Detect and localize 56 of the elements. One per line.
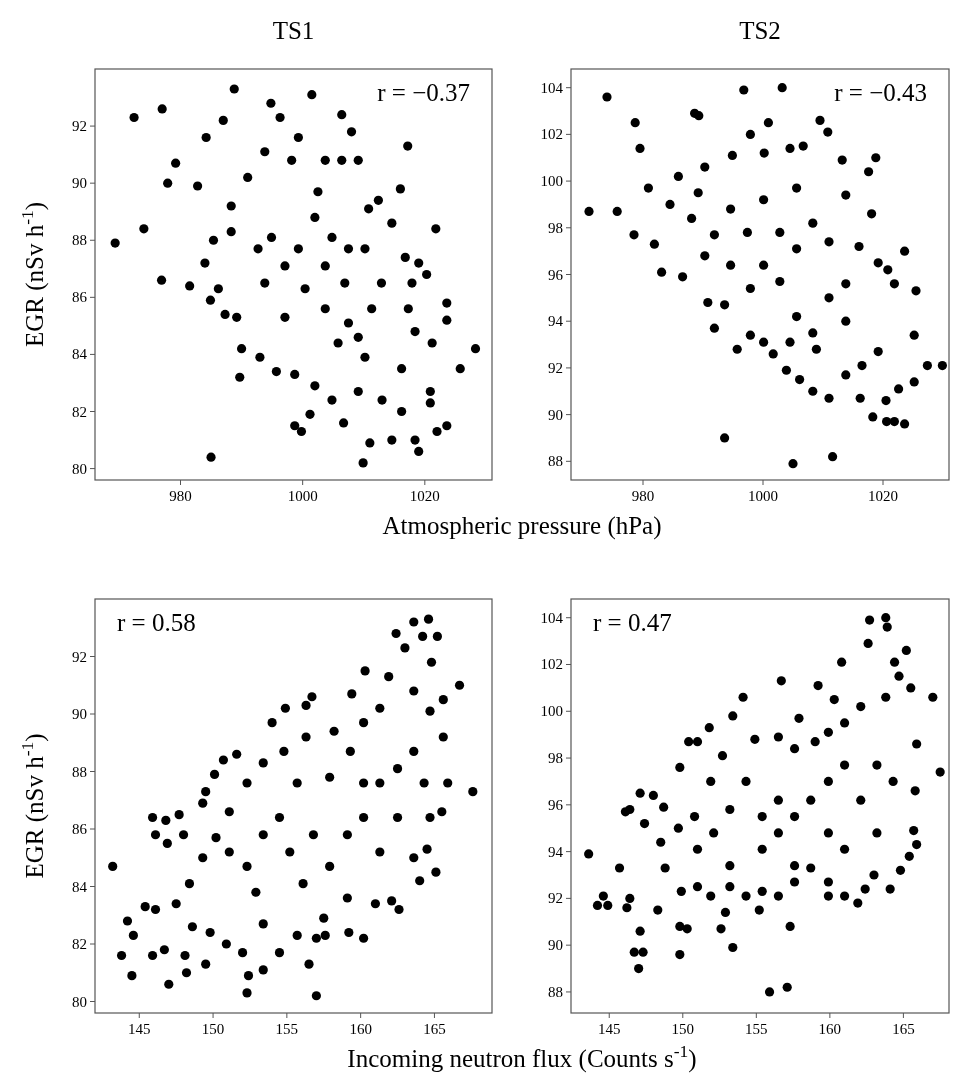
x-tick-label: 160 bbox=[818, 1021, 842, 1037]
y-tick-label: 88 bbox=[548, 983, 563, 1000]
y-tick-label: 102 bbox=[540, 126, 563, 143]
annotation: r = 0.47 bbox=[593, 609, 672, 636]
y-tick-label: 102 bbox=[540, 656, 563, 673]
y-tick-label: 94 bbox=[548, 313, 564, 330]
y-tick-label: 88 bbox=[72, 763, 87, 780]
y-tick-label: 88 bbox=[548, 453, 563, 470]
y-tick-label: 82 bbox=[72, 403, 87, 420]
y-tick-label: 90 bbox=[548, 937, 563, 954]
y-tick-label: 82 bbox=[72, 936, 87, 952]
x-tick-label: 1000 bbox=[287, 488, 318, 504]
y-tick-label: 84 bbox=[72, 346, 88, 363]
x-tick-label: 145 bbox=[597, 1021, 621, 1037]
y-tick-label: 80 bbox=[72, 993, 87, 1010]
y-tick-label: 88 bbox=[72, 232, 87, 249]
y-tick-label: 100 bbox=[540, 703, 563, 720]
y-tick-label: 80 bbox=[72, 460, 87, 477]
y-tick-label: 92 bbox=[548, 890, 563, 907]
y-tick-label: 90 bbox=[72, 175, 87, 192]
chart-title: TS1 bbox=[272, 17, 315, 44]
y-tick-label: 84 bbox=[72, 878, 88, 895]
x-tick-label: 980 bbox=[169, 488, 192, 504]
x-tick-label: 165 bbox=[423, 1021, 446, 1037]
y-tick-label: 86 bbox=[72, 821, 88, 837]
x-tick-label: 160 bbox=[349, 1021, 372, 1037]
x-tick-label: 155 bbox=[745, 1021, 768, 1037]
y-tick-label: 92 bbox=[72, 648, 87, 665]
chart-title: TS2 bbox=[739, 17, 781, 44]
x-tick-label: 155 bbox=[275, 1021, 299, 1037]
annotation: r = −0.43 bbox=[834, 79, 927, 106]
annotation: r = −0.37 bbox=[377, 79, 470, 106]
y-tick-label: 96 bbox=[548, 796, 564, 813]
x-tick-label: 1000 bbox=[748, 488, 778, 504]
y-tick-label: 90 bbox=[72, 706, 87, 722]
y-tick-label: 92 bbox=[548, 359, 563, 376]
x-tick-label: 150 bbox=[201, 1021, 225, 1037]
y-tick-label: 90 bbox=[548, 406, 563, 423]
x-tick-label: 145 bbox=[128, 1021, 151, 1037]
y-tick-label: 96 bbox=[548, 266, 564, 283]
x-axis-title: Atmospheric pressure (hPa) bbox=[382, 512, 662, 540]
y-tick-label: 104 bbox=[540, 79, 564, 96]
x-tick-label: 1020 bbox=[409, 488, 440, 504]
y-tick-label: 86 bbox=[72, 289, 88, 306]
y-tick-label: 98 bbox=[548, 219, 563, 236]
y-tick-label: 98 bbox=[548, 750, 563, 767]
y-tick-label: 92 bbox=[72, 118, 87, 135]
y-tick-label: 94 bbox=[548, 843, 564, 860]
y-tick-label: 100 bbox=[540, 173, 563, 190]
x-tick-label: 980 bbox=[631, 488, 655, 504]
x-axis-title: Incoming neutron flux (Counts s$^{-1}$) bbox=[347, 1041, 697, 1073]
x-tick-label: 165 bbox=[892, 1021, 915, 1037]
annotation: r = 0.58 bbox=[117, 609, 196, 636]
x-tick-label: 1020 bbox=[868, 488, 898, 504]
x-tick-label: 150 bbox=[671, 1021, 695, 1037]
y-tick-label: 104 bbox=[540, 609, 564, 626]
